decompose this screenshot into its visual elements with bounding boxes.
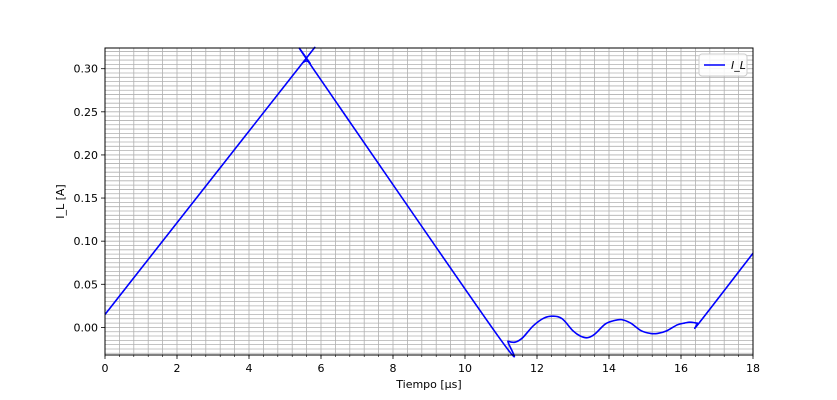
x-tick-label: 16 [674,362,688,375]
x-axis-label: Tiempo [μs] [395,378,461,391]
y-tick-label: 0.00 [74,321,99,334]
series-group [104,46,754,358]
x-tick-label: 2 [174,362,181,375]
x-tick-label: 8 [390,362,397,375]
x-tick-label: 4 [246,362,253,375]
legend-label: I_L [731,59,746,72]
x-tick-label: 14 [602,362,616,375]
legend: I_L [698,53,748,77]
x-tick-label: 0 [102,362,109,375]
y-tick-label: 0.15 [74,192,99,205]
grid [105,48,753,355]
x-tick-label: 18 [746,362,760,375]
series-line-I_L [104,46,754,358]
x-tick-label: 10 [458,362,472,375]
y-tick-label: 0.25 [74,106,99,119]
plot-frame [104,47,754,356]
y-tick-label: 0.10 [74,235,99,248]
axis-ticks: 0 2 4 6 8 10 12 14 16 18 0.00 0.05 0.10 0.15 0.20 0.25 0… [74,63,761,375]
x-tick-label: 12 [530,362,544,375]
y-tick-label: 0.30 [74,63,99,76]
y-axis-label: I_L [A] [54,184,67,218]
y-tick-label: 0.20 [74,149,99,162]
x-tick-label: 6 [318,362,325,375]
y-tick-label: 0.05 [74,278,99,291]
